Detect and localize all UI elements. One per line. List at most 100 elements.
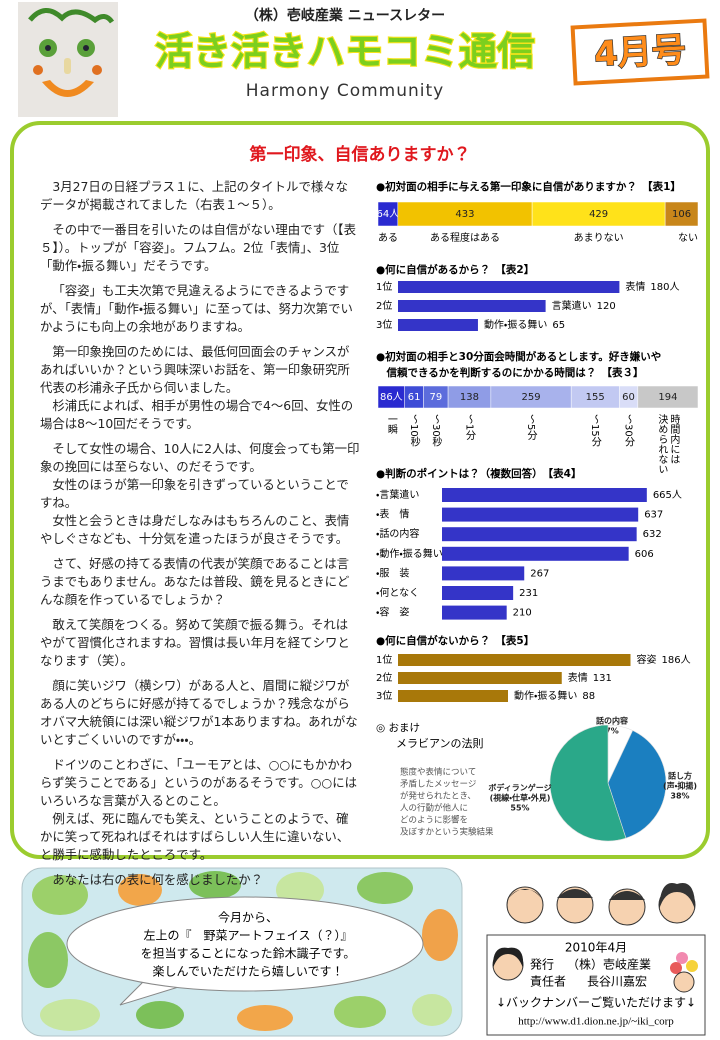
bar-segment bbox=[531, 201, 666, 227]
value-label: 267 bbox=[530, 568, 549, 579]
bar-label: 637 bbox=[644, 510, 663, 521]
publisher-name: （株）壱岐産業 bbox=[567, 957, 651, 972]
value-label: 231 bbox=[519, 588, 538, 599]
bar bbox=[442, 488, 647, 502]
message-line: 楽しんでいただけたら嬉しいです！ bbox=[152, 965, 343, 979]
info-box bbox=[486, 934, 706, 1036]
category-label: あまりない bbox=[574, 232, 624, 244]
paragraph: 杉浦氏によれば、相手が男性の場合で4～6回、女性の場合は8～10回だそうです。 bbox=[40, 398, 354, 431]
paragraph: 女性と会うときは身だしなみはもちろんのこと、表情やしぐさなども、十分気を遣ったほ… bbox=[40, 513, 350, 546]
paragraph-block: さて、好感の持てる表情の代表が笑顔であることは言うまでもありません。あなたは普段… bbox=[40, 555, 360, 609]
bar-label: 210 bbox=[513, 608, 532, 619]
website-url[interactable]: http://www.d1.dion.ne.jp/~iki_corp bbox=[518, 1016, 674, 1028]
bar bbox=[398, 300, 546, 312]
category-label: 〜30秒 bbox=[430, 414, 442, 448]
paragraph-block: 「容姿」も工夫次第で見違えるようにできるようですが、「表情」「動作・振る舞い」に… bbox=[40, 282, 360, 336]
slice-label: ボディランゲージ bbox=[488, 783, 551, 793]
rank-label: ・服 装 bbox=[376, 566, 409, 579]
footer-illustration bbox=[21, 867, 463, 1037]
bar bbox=[442, 566, 525, 581]
newsletter-subtitle: Harmony Community bbox=[246, 81, 444, 101]
paragraph: 3月27日の日経プラス１に、上記のタイトルで様々なデータが掲載されてました（右表… bbox=[40, 179, 349, 212]
pie-note: が発せられたとき、 bbox=[400, 791, 476, 802]
category-label: 〜5分 bbox=[525, 414, 537, 441]
pie-slice bbox=[607, 730, 667, 839]
value-label: 259 bbox=[521, 392, 540, 403]
paragraph: 「容姿」も工夫次第で見違えるようにできるようですが、「表情」「動作・振る舞い」に… bbox=[40, 283, 353, 334]
category-label: 動作・振る舞い bbox=[484, 318, 547, 331]
bar-label: 表情 131 bbox=[568, 671, 612, 684]
pie-note: 態度や表情について bbox=[400, 767, 476, 778]
paragraph: さて、好感の持てる表情の代表が笑顔であることは言うまでもありません。あなたは普段… bbox=[40, 556, 350, 607]
value-label: 155 bbox=[586, 392, 605, 403]
article-body: 3月27日の日経プラス１に、上記のタイトルで様々なデータが掲載されてました（右表… bbox=[40, 178, 360, 896]
newsletter-title: 活き活きハモコミ通信 bbox=[155, 30, 535, 74]
rank-label: ・表 情 bbox=[376, 508, 409, 521]
bar-label: 665人 bbox=[653, 490, 682, 501]
category-label: 〜10秒 bbox=[408, 414, 420, 448]
paragraph: その中で一番目を引いたのは自信がない理由です（【表５】）。トップが「容姿」。フム… bbox=[40, 222, 356, 273]
info-illustrations bbox=[492, 947, 698, 993]
issue-badge: 4月号 bbox=[570, 18, 710, 86]
chart-title: ●初対面の相手に与える第一印象に自信がありますか？ 【表1】 bbox=[376, 180, 681, 193]
bar bbox=[442, 527, 637, 542]
issue-label: 4月号 bbox=[593, 30, 687, 75]
rank-label: 2位 bbox=[376, 299, 392, 312]
rank-label: ・容 姿 bbox=[376, 606, 409, 619]
slice-label: (声・抑揚) bbox=[663, 781, 697, 791]
manager-name: 長谷川嘉宏 bbox=[587, 975, 647, 989]
rank-label: 3位 bbox=[376, 318, 392, 331]
slice-value: 38% bbox=[670, 792, 689, 801]
paragraph-block: 顔に笑いジワ（横シワ）がある人と、眉間に縦ジワがある人のどちらに好感が持てるでし… bbox=[40, 677, 360, 749]
kicker: （株）壱岐産業 ニュースレター bbox=[245, 7, 445, 24]
paragraph-block: そして女性の場合、10人に2人は、何度会っても第一印象の挽回には至らない、のだそ… bbox=[40, 440, 360, 548]
slice-value: 55% bbox=[510, 804, 529, 813]
value-label: 632 bbox=[643, 529, 662, 540]
paragraph: 女性のほうが第一印象を引きずっているということですね。 bbox=[40, 477, 349, 510]
chart-title: ●初対面の相手と30分面会時間があるとします。好き嫌いや bbox=[376, 350, 661, 363]
manager-label: 責任者 bbox=[530, 975, 566, 989]
bar-label: 267 bbox=[530, 568, 549, 579]
chart-title: ●判断のポイントは？（複数回答） 【表4】 bbox=[376, 467, 581, 480]
chart-title: メラビアンの法則 bbox=[396, 737, 484, 750]
bar-label: 231 bbox=[519, 588, 538, 599]
staff-faces bbox=[506, 883, 696, 926]
category-label: 一瞬 bbox=[385, 414, 397, 435]
publisher-label: 発行 bbox=[530, 958, 554, 972]
pie-slice bbox=[549, 724, 627, 842]
paragraph-block: あなたは右の表に何を感じましたか？ bbox=[40, 871, 360, 889]
bar bbox=[398, 690, 508, 702]
rank-label: ・何となく bbox=[376, 586, 419, 599]
value-label: 60 bbox=[622, 392, 635, 403]
rank-label: 3位 bbox=[376, 689, 392, 702]
category-label: 容姿 bbox=[637, 653, 657, 666]
slice-label: 話の内容 bbox=[596, 716, 628, 726]
bar-label: 動作・振る舞い 65 bbox=[484, 318, 565, 331]
message-line: 今月から、 bbox=[218, 910, 278, 925]
paragraph: 敢えて笑顔をつくる。努めて笑顔で振る舞う。それはやがて習慣化されますね。習慣は長… bbox=[40, 617, 350, 668]
paragraph: ドイツのことわざに、「ユーモアとは、○○にもかかわらず笑うことである」というのが… bbox=[40, 757, 358, 808]
paragraph-block: 第一印象挽回のためには、最低何回面会のチャンスがあればいいか？という興味深いお話… bbox=[40, 343, 360, 433]
value-label: 606 bbox=[635, 549, 654, 560]
category-label: 表情 bbox=[625, 280, 645, 293]
value-label: 120 bbox=[597, 301, 616, 312]
rank-label: 1位 bbox=[376, 280, 392, 293]
rank-label: ・動作・振る舞い bbox=[376, 547, 443, 560]
value-label: 429 bbox=[589, 209, 608, 220]
pie-note: 及ぼすかという実験結果 bbox=[400, 827, 494, 838]
value-label: 61 bbox=[408, 392, 421, 403]
chart-title: 信頼できるかを判断するのにかかる時間は？ 【表３】 bbox=[376, 366, 644, 379]
bar-label: 容姿 186人 bbox=[637, 653, 691, 666]
category-label: ない bbox=[678, 232, 698, 244]
pie-note: 人の行動が他人に bbox=[400, 803, 468, 814]
bar bbox=[442, 605, 507, 620]
category-label: 時間内には bbox=[668, 414, 680, 464]
bar bbox=[442, 586, 514, 600]
paragraph-block: ドイツのことわざに、「ユーモアとは、○○にもかかわらず笑うことである」というのが… bbox=[40, 756, 360, 864]
bar-segment bbox=[664, 201, 699, 227]
article-heading: 第一印象、自信ありますか？ bbox=[249, 144, 471, 165]
value-label: 138 bbox=[460, 392, 479, 403]
value-label: 131 bbox=[593, 673, 612, 684]
bar-segment bbox=[637, 385, 699, 409]
